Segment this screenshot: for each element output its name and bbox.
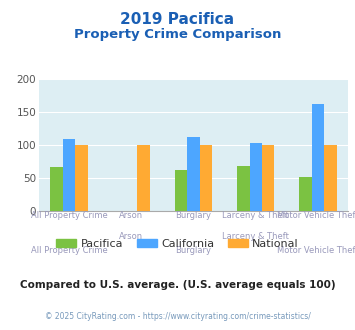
- Text: Arson: Arson: [119, 232, 143, 241]
- Text: Burglary: Burglary: [175, 246, 212, 255]
- Bar: [50, 167, 63, 211]
- Bar: [175, 170, 187, 211]
- Text: All Property Crime: All Property Crime: [31, 211, 107, 220]
- Text: Motor Vehicle Theft: Motor Vehicle Theft: [277, 211, 355, 220]
- Bar: [75, 145, 88, 211]
- Text: © 2025 CityRating.com - https://www.cityrating.com/crime-statistics/: © 2025 CityRating.com - https://www.city…: [45, 312, 310, 321]
- Bar: [200, 145, 212, 211]
- Bar: [312, 104, 324, 211]
- Text: Larceny & Theft: Larceny & Theft: [222, 211, 289, 220]
- Bar: [237, 166, 250, 211]
- Bar: [324, 145, 337, 211]
- Text: Property Crime Comparison: Property Crime Comparison: [74, 28, 281, 41]
- Legend: Pacifica, California, National: Pacifica, California, National: [52, 235, 303, 253]
- Bar: [137, 145, 150, 211]
- Bar: [63, 139, 75, 211]
- Text: All Property Crime: All Property Crime: [31, 246, 107, 255]
- Bar: [250, 143, 262, 211]
- Text: Larceny & Theft: Larceny & Theft: [222, 232, 289, 241]
- Text: Arson: Arson: [119, 211, 143, 220]
- Bar: [299, 177, 312, 211]
- Bar: [187, 137, 200, 211]
- Text: Motor Vehicle Theft: Motor Vehicle Theft: [277, 246, 355, 255]
- Bar: [262, 145, 274, 211]
- Text: 2019 Pacifica: 2019 Pacifica: [120, 12, 235, 26]
- Text: Burglary: Burglary: [175, 211, 212, 220]
- Text: Compared to U.S. average. (U.S. average equals 100): Compared to U.S. average. (U.S. average …: [20, 280, 335, 290]
